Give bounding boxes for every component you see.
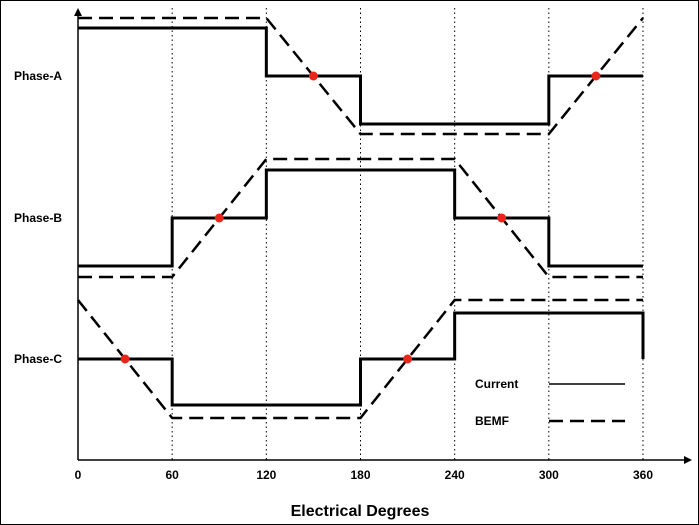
x-tick-360: 360 bbox=[633, 468, 653, 482]
x-tick-60: 60 bbox=[165, 468, 179, 482]
zero-crossing-point bbox=[591, 71, 601, 81]
x-tick-120: 120 bbox=[256, 468, 276, 482]
bemf-waveform bbox=[78, 157, 643, 279]
phase-label: Phase-C bbox=[14, 352, 62, 366]
bemf-waveform bbox=[78, 16, 644, 136]
x-axis-label: Electrical Degrees bbox=[291, 503, 430, 520]
x-tick-0: 0 bbox=[75, 468, 82, 482]
bemf-waveform bbox=[77, 298, 643, 420]
current-waveform bbox=[78, 168, 643, 268]
axes bbox=[74, 8, 692, 464]
phase-3: Phase-C bbox=[14, 298, 645, 420]
legend-label: BEMF bbox=[475, 414, 509, 428]
x-tick-300: 300 bbox=[539, 468, 559, 482]
zero-crossing-point bbox=[403, 354, 413, 364]
x-tick-240: 240 bbox=[445, 468, 465, 482]
zero-crossing-point bbox=[308, 71, 318, 81]
zero-crossing-point bbox=[214, 213, 224, 223]
x-tick-labels: 0 60 120 180 240 300 360 bbox=[75, 468, 654, 482]
phase-label: Phase-A bbox=[14, 69, 62, 83]
phase-1: Phase-A bbox=[14, 16, 644, 136]
current-waveform bbox=[78, 311, 645, 407]
legend-label: Current bbox=[475, 377, 518, 391]
phase-label: Phase-B bbox=[14, 211, 62, 225]
zero-crossing-point bbox=[497, 213, 507, 223]
current-waveform bbox=[78, 26, 643, 126]
zero-crossing-point bbox=[120, 354, 130, 364]
legend: Current BEMF bbox=[475, 377, 625, 428]
x-tick-180: 180 bbox=[350, 468, 370, 482]
phase-waveforms: Phase-A Phase-B Phase-C bbox=[14, 16, 645, 420]
phase-2: Phase-B bbox=[14, 157, 643, 279]
